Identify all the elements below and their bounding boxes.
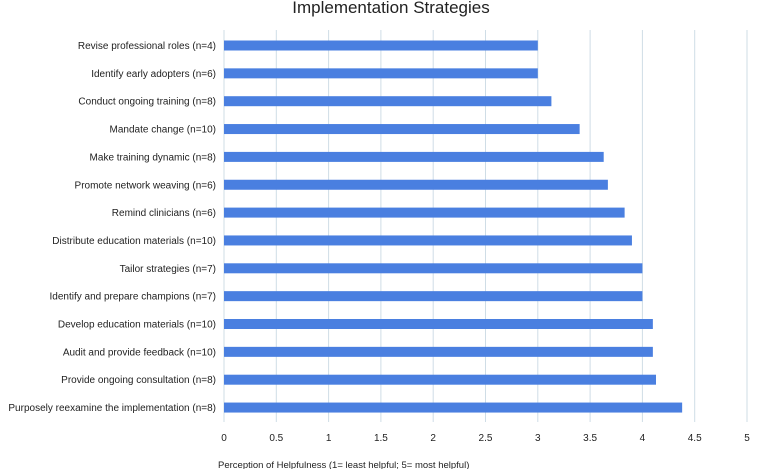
bar-12 (224, 374, 656, 385)
bar-6 (224, 207, 625, 218)
bar-13 (224, 402, 683, 413)
x-tick-label-1: 0.5 (269, 433, 283, 444)
bar-9 (224, 291, 643, 302)
category-label-4: Make training dynamic (n=8) (90, 152, 216, 163)
category-label-0: Revise professional roles (n=4) (78, 41, 216, 52)
bar-7 (224, 235, 632, 246)
category-label-13: Purposely reexamine the implementation (… (8, 403, 216, 414)
category-label-12: Provide ongoing consultation (n=8) (61, 375, 216, 386)
x-tick-label-9: 4.5 (688, 433, 702, 444)
category-label-10: Develop education materials (n=10) (58, 320, 216, 331)
category-label-1: Identify early adopters (n=6) (91, 69, 216, 80)
bar-1 (224, 68, 538, 79)
category-label-7: Distribute education materials (n=10) (52, 236, 216, 247)
bar-4 (224, 151, 604, 162)
x-tick-label-6: 3 (535, 433, 541, 444)
x-tick-label-10: 5 (744, 433, 750, 444)
x-tick-label-5: 2.5 (479, 433, 493, 444)
bar-3 (224, 124, 580, 135)
chart-title: Implementation Strategies (292, 0, 490, 17)
x-tick-label-0: 0 (221, 433, 227, 444)
category-label-6: Remind clinicians (n=6) (112, 208, 216, 219)
category-label-3: Mandate change (n=10) (110, 125, 216, 136)
category-label-8: Tailor strategies (n=7) (120, 264, 216, 275)
x-tick-label-7: 3.5 (583, 433, 597, 444)
x-tick-label-8: 4 (640, 433, 646, 444)
bar-2 (224, 96, 552, 107)
bar-10 (224, 319, 653, 329)
x-tick-labels: 0 0.5 1 1.5 2 2.5 3 3.5 4 4.5 5 (221, 433, 750, 444)
category-label-11: Audit and provide feedback (n=10) (63, 347, 216, 358)
category-labels: Revise professional roles (n=4) Identify … (8, 41, 216, 414)
category-label-5: Promote network weaving (n=6) (75, 180, 216, 191)
bar-11 (224, 346, 653, 357)
category-label-2: Conduct ongoing training (n=8) (78, 97, 216, 108)
x-tick-label-4: 2 (430, 433, 436, 444)
bar-8 (224, 263, 643, 274)
gridlines (223, 30, 748, 422)
category-label-9: Identify and prepare champions (n=7) (50, 292, 217, 303)
x-axis-label: Perception of Helpfulness (1= least help… (218, 460, 469, 469)
x-tick-label-3: 1.5 (374, 433, 388, 444)
x-tick-label-2: 1 (326, 433, 332, 444)
bar-0 (224, 40, 538, 51)
bar-5 (224, 179, 608, 190)
bar-series (224, 40, 683, 413)
